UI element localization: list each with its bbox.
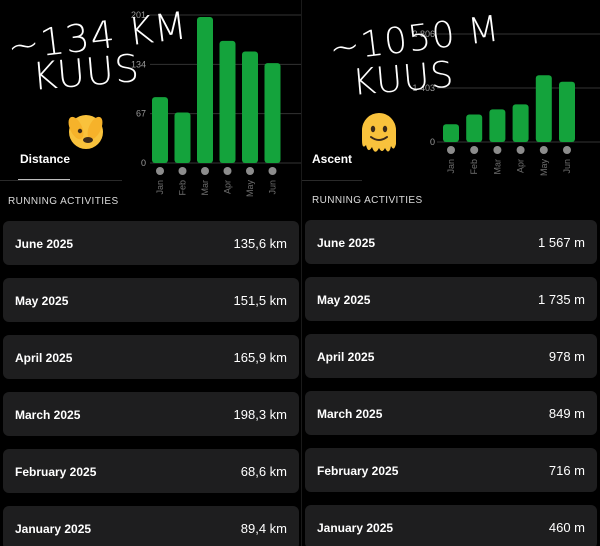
bar-feb[interactable]	[466, 114, 483, 142]
section-header: RUNNING ACTIVITIES	[312, 195, 423, 206]
activity-month: March 2025	[15, 408, 81, 422]
activity-total: 978 m	[548, 349, 585, 364]
activity-month: April 2025	[317, 350, 375, 364]
x-tick-label: May	[245, 180, 255, 198]
list-item[interactable]: February 2025 716 m	[305, 448, 597, 492]
overlay-month-text: KUUS	[30, 45, 142, 99]
x-tick-label: Jan	[155, 180, 165, 195]
y-tick-label: 134	[131, 59, 146, 69]
tab-distance[interactable]: Distance	[20, 152, 71, 166]
tab-separator	[0, 180, 122, 181]
activity-month: May 2025	[15, 294, 69, 308]
list-item[interactable]: April 2025 165,9 km	[3, 335, 299, 379]
ascent-chart: 0 1 403 2 806 Jan Feb Mar Apr May Jun	[412, 29, 600, 177]
month-marker-dot	[156, 167, 164, 175]
list-item[interactable]: March 2025 198,3 km	[3, 392, 299, 436]
face-with-peeking-eye-icon	[68, 115, 103, 149]
bar-jan[interactable]	[443, 124, 459, 142]
month-marker-dot	[246, 167, 254, 175]
overlay-month-text: KUUS	[350, 54, 456, 104]
month-marker-dot	[563, 146, 571, 154]
month-marker-dot	[178, 167, 187, 175]
x-tick-label: Apr	[223, 180, 233, 194]
list-item[interactable]: January 2025 460 m	[305, 505, 597, 546]
activity-total: 716 m	[548, 463, 585, 478]
x-tick-label: Feb	[469, 159, 479, 175]
x-tick-label: Mar	[492, 159, 502, 175]
month-marker-dot	[493, 146, 502, 154]
month-marker-dot	[447, 146, 455, 154]
bar-may[interactable]	[535, 75, 552, 142]
month-marker-dot	[470, 146, 479, 154]
bar-jun[interactable]	[559, 81, 575, 142]
month-marker-dot	[223, 167, 232, 175]
bar-mar[interactable]	[489, 109, 506, 142]
activity-total: 165,9 km	[233, 350, 287, 365]
activity-total: 1 735 m	[538, 292, 585, 307]
bar-mar[interactable]	[197, 16, 213, 163]
y-tick-label: 1 403	[412, 83, 435, 93]
x-tick-label: Feb	[178, 180, 188, 196]
month-marker-dot	[268, 167, 277, 175]
list-item[interactable]: March 2025 849 m	[305, 391, 597, 435]
activity-month: January 2025	[15, 522, 92, 536]
list-item[interactable]: January 2025 89,4 km	[3, 506, 299, 546]
melting-face-icon	[362, 113, 396, 152]
activity-total: 68,6 km	[240, 464, 287, 479]
bar-feb[interactable]	[174, 112, 191, 163]
activity-month: January 2025	[317, 521, 394, 535]
activity-total: 849 m	[548, 406, 585, 421]
activity-total: 135,6 km	[233, 236, 287, 251]
list-item[interactable]: June 2025 135,6 km	[3, 221, 299, 265]
distance-chart: 0 67 134 201 Jan Feb Mar Apr May Jun	[131, 10, 302, 198]
activity-month: June 2025	[15, 237, 74, 251]
x-tick-label: May	[539, 159, 549, 177]
activity-month: May 2025	[317, 293, 371, 307]
activity-total: 89,4 km	[240, 521, 287, 536]
bar-apr[interactable]	[512, 104, 529, 142]
activity-total: 1 567 m	[538, 235, 585, 250]
bar-jan[interactable]	[152, 97, 168, 163]
y-tick-label: 201	[131, 10, 146, 20]
section-header: RUNNING ACTIVITIES	[8, 196, 119, 207]
bar-may[interactable]	[242, 51, 258, 163]
month-marker-dot	[539, 146, 548, 154]
x-tick-label: Apr	[516, 159, 526, 173]
activity-month: February 2025	[15, 465, 97, 479]
y-tick-label: 2 806	[412, 29, 435, 39]
activity-total: 198,3 km	[233, 407, 287, 422]
list-item[interactable]: May 2025 1 735 m	[305, 277, 597, 321]
activity-month: April 2025	[15, 351, 73, 365]
bar-apr[interactable]	[219, 40, 236, 164]
activity-month: March 2025	[317, 407, 383, 421]
bar-jun[interactable]	[264, 63, 281, 163]
x-tick-label: Jan	[446, 159, 456, 174]
list-item[interactable]: April 2025 978 m	[305, 334, 597, 378]
month-marker-dot	[516, 146, 525, 154]
activity-total: 151,5 km	[233, 293, 287, 308]
x-tick-label: Jun	[562, 159, 572, 174]
list-item[interactable]: May 2025 151,5 km	[3, 278, 299, 322]
y-tick-label: 67	[136, 109, 146, 119]
x-tick-label: Jun	[268, 180, 278, 195]
month-marker-dot	[201, 167, 209, 175]
tab-separator	[302, 180, 362, 181]
activity-month: June 2025	[317, 236, 376, 250]
panel-divider	[301, 0, 302, 546]
list-item[interactable]: February 2025 68,6 km	[3, 449, 299, 493]
tab-ascent[interactable]: Ascent	[312, 152, 353, 166]
activity-total: 460 m	[548, 520, 585, 535]
list-item[interactable]: June 2025 1 567 m	[305, 220, 597, 264]
activity-month: February 2025	[317, 464, 399, 478]
y-tick-label: 0	[430, 137, 435, 147]
distance-panel: 0 67 134 201 Jan Feb Mar Apr May Jun ~134 KM KUUS…	[0, 3, 302, 546]
y-tick-label: 0	[141, 158, 146, 168]
x-tick-label: Mar	[200, 180, 210, 196]
